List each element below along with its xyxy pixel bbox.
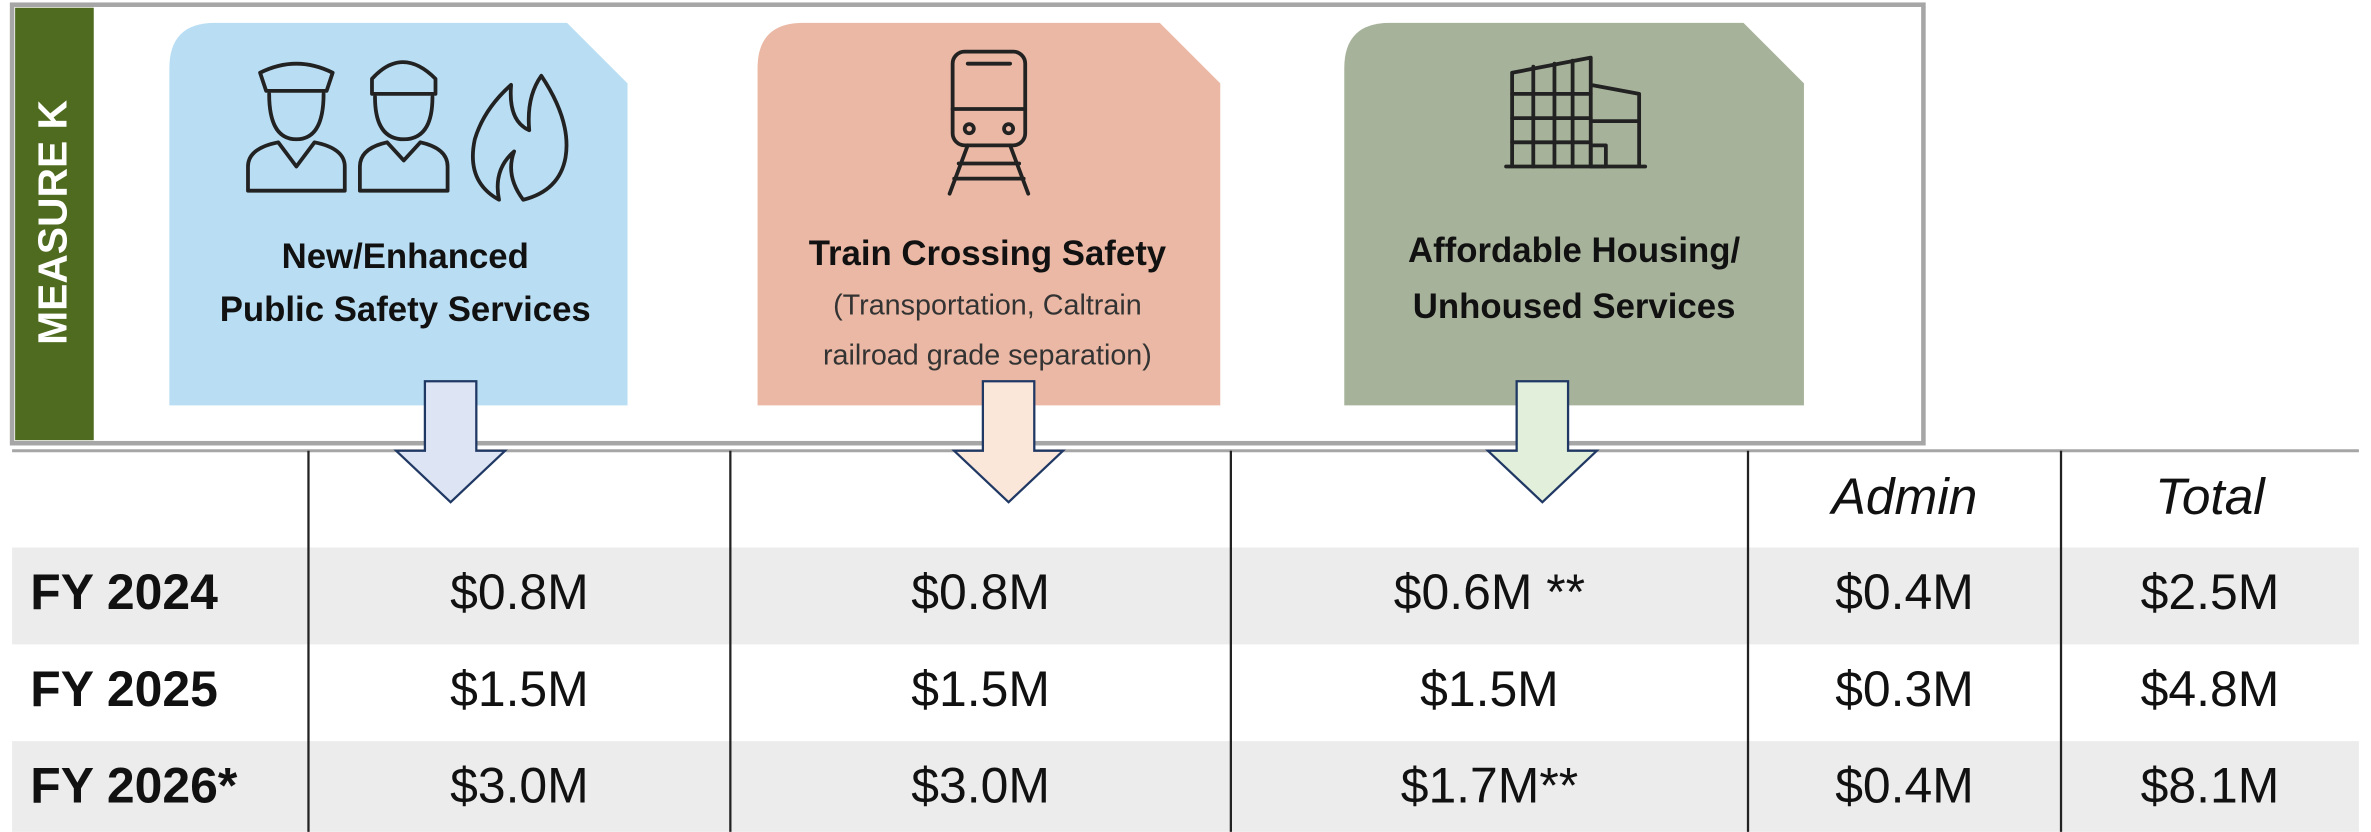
row-background — [12, 741, 2359, 832]
housing-icon — [1504, 55, 1648, 169]
sidebar — [15, 7, 94, 441]
cell: $0.4M — [1835, 758, 1974, 814]
cell: $4.8M — [2141, 661, 2280, 717]
arrows — [393, 380, 1600, 504]
cell: $0.6M ** — [1394, 564, 1585, 620]
cell: $3.0M — [911, 758, 1050, 814]
cell: $1.5M — [450, 661, 589, 717]
cell: $1.5M — [911, 661, 1050, 717]
card — [1344, 22, 1804, 406]
row-label: FY 2025 — [30, 661, 218, 717]
cell: $0.4M — [1835, 564, 1974, 620]
card — [169, 22, 628, 406]
row-label: FY 2026* — [30, 758, 238, 814]
train-icon — [947, 49, 1031, 196]
card-subtitle: railroad grade separation) — [823, 340, 1152, 372]
card-subtitle: (Transportation, Caltrain — [833, 290, 1142, 322]
header-cell: Admin — [1829, 467, 1978, 525]
sidebar-label: MEASURE K — [30, 99, 76, 344]
row-background — [12, 547, 2359, 645]
cell: $0.8M — [911, 564, 1050, 620]
card — [757, 22, 1221, 406]
card-title: New/Enhanced — [282, 238, 529, 276]
table: Admin Total FY 2024 $0.8M $0.8M $0.6M ** $0.4M… — [12, 449, 2359, 832]
cell: $0.3M — [1835, 661, 1974, 717]
cell: $1.5M — [1420, 661, 1559, 717]
cell: $8.1M — [2141, 758, 2280, 814]
row-label: FY 2024 — [30, 564, 218, 620]
down-arrow — [951, 380, 1066, 504]
header-cell: Total — [2155, 467, 2266, 525]
cell: $2.5M — [2141, 564, 2280, 620]
card-title: Affordable Housing/ — [1408, 232, 1741, 270]
card-title: Public Safety Services — [220, 291, 591, 329]
cell: $0.8M — [450, 564, 589, 620]
frame — [9, 2, 1926, 446]
card-title: Train Crossing Safety — [809, 235, 1167, 273]
public-safety-icon — [246, 60, 569, 202]
down-arrow — [1485, 380, 1600, 504]
card-title: Unhoused Services — [1413, 288, 1736, 326]
cell: $3.0M — [450, 758, 589, 814]
down-arrow — [393, 380, 508, 504]
cell: $1.7M** — [1401, 758, 1578, 814]
